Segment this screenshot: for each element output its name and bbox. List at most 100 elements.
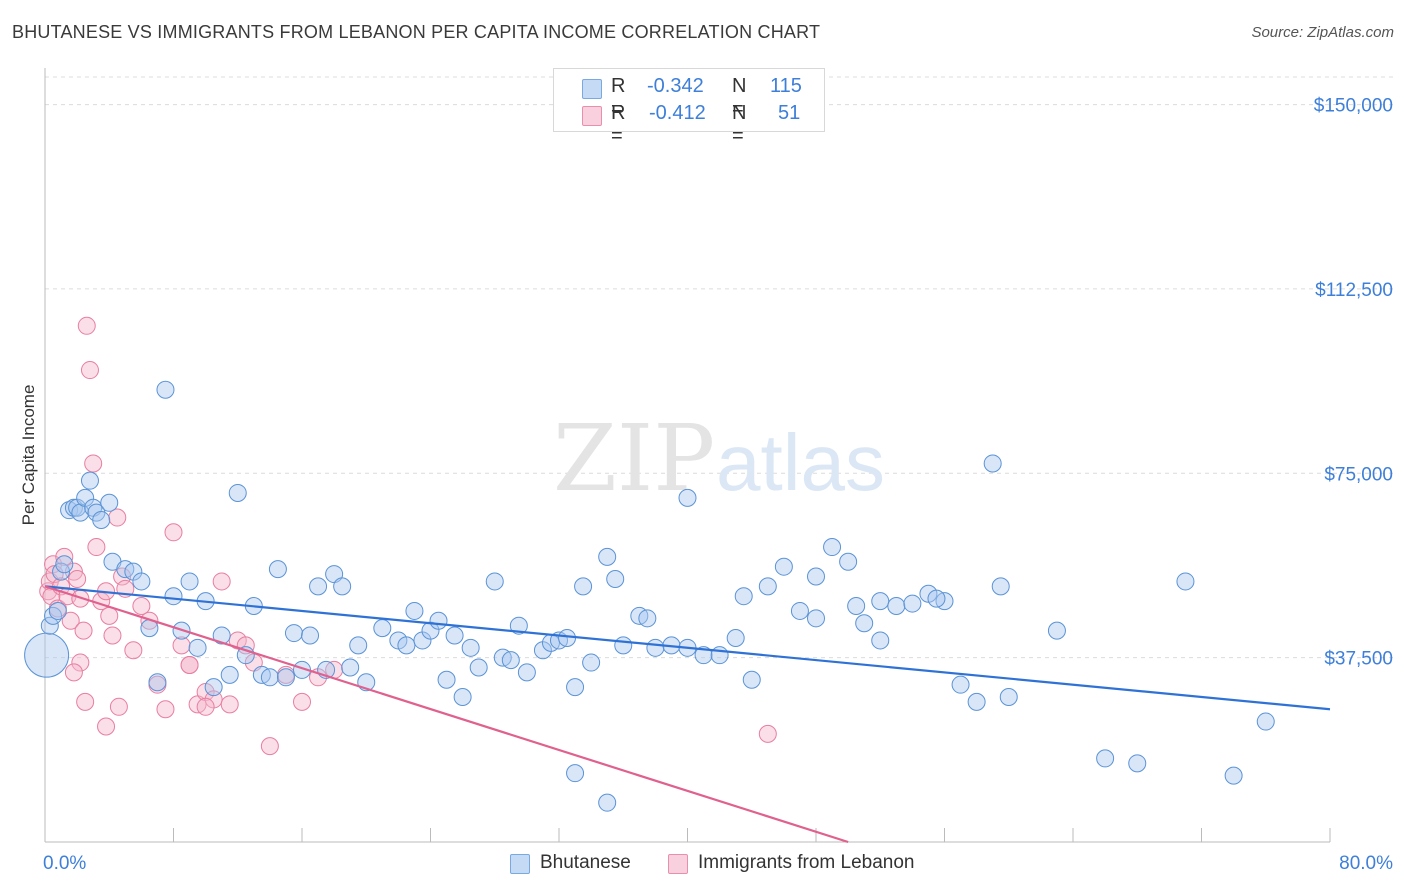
point-lebanon: [55, 547, 74, 566]
point-bhutanese: [80, 471, 99, 490]
trend-line-bhutanese: [44, 585, 1331, 711]
legend-n-label: N =: [732, 102, 747, 147]
point-lebanon: [87, 538, 106, 557]
point-lebanon: [132, 597, 151, 616]
series-lebanon-points: [39, 316, 777, 756]
point-bhutanese: [284, 624, 303, 643]
point-lebanon: [71, 653, 90, 672]
point-bhutanese: [40, 616, 59, 635]
point-bhutanese: [967, 692, 986, 711]
point-bhutanese: [204, 678, 223, 697]
point-bhutanese: [598, 547, 617, 566]
point-bhutanese: [405, 601, 424, 620]
point-lebanon: [109, 697, 128, 716]
point-lebanon: [76, 692, 95, 711]
point-bhutanese: [48, 601, 67, 620]
legend-n-label: N =: [732, 75, 747, 120]
point-bhutanese: [164, 587, 183, 606]
point-bhutanese: [485, 572, 504, 591]
point-bhutanese: [678, 488, 697, 507]
point-bhutanese: [951, 675, 970, 694]
point-lebanon: [156, 700, 175, 719]
bottom-swatch-pink: [668, 854, 688, 874]
point-bhutanese: [100, 493, 119, 512]
axes: [44, 68, 1331, 843]
point-lebanon: [164, 523, 183, 542]
point-bhutanese: [373, 619, 392, 638]
y-tick-label: $112,500: [1315, 280, 1393, 301]
point-bhutanese: [156, 380, 175, 399]
point-bhutanese: [509, 616, 528, 635]
point-bhutanese: [341, 658, 360, 677]
chart-title: BHUTANESE VS IMMIGRANTS FROM LEBANON PER…: [12, 22, 821, 42]
x-tick-label: 0.0%: [43, 853, 86, 874]
point-bhutanese: [638, 609, 657, 628]
point-bhutanese: [148, 673, 167, 692]
point-bhutanese: [566, 678, 585, 697]
point-bhutanese: [871, 631, 890, 650]
point-bhutanese: [646, 638, 665, 657]
point-bhutanese: [742, 670, 761, 689]
point-bhutanese: [694, 646, 713, 665]
bottom-legend-label: Bhutanese: [540, 852, 631, 873]
point-lebanon: [293, 692, 311, 711]
point-bhutanese: [453, 687, 472, 706]
point-bhutanese: [999, 687, 1018, 706]
source-label: Source: ZipAtlas.com: [1251, 24, 1394, 41]
point-lebanon: [124, 641, 143, 660]
point-bhutanese: [268, 560, 287, 579]
watermark-atlas: atlas: [716, 418, 885, 507]
point-lebanon: [103, 626, 122, 645]
bottom-legend-label: Immigrants from Lebanon: [698, 852, 915, 873]
point-bhutanese: [429, 611, 448, 630]
point-bhutanese: [991, 577, 1010, 596]
point-bhutanese: [614, 636, 633, 655]
axis-labels: $37,500 $75,000 $112,500 $150,000 0.0% 80.0%: [43, 96, 1393, 874]
point-bhutanese: [55, 555, 74, 574]
watermark: ZIP atlas: [553, 405, 885, 512]
y-tick-label: $37,500: [1324, 649, 1393, 670]
point-bhutanese: [1128, 754, 1147, 773]
point-bhutanese: [839, 552, 858, 571]
legend-r-label: R =: [611, 102, 626, 147]
point-bhutanese: [44, 606, 63, 625]
point-lebanon: [68, 569, 87, 588]
point-bhutanese: [1176, 572, 1195, 591]
point-lebanon: [97, 717, 116, 736]
point-bhutanese: [517, 663, 536, 682]
point-bhutanese: [445, 626, 464, 645]
bottom-swatch-blue: [510, 854, 530, 874]
grid-lines: [45, 76, 1395, 659]
point-bhutanese: [228, 483, 247, 502]
legend-swatch-blue: [582, 79, 602, 99]
point-bhutanese: [260, 668, 279, 687]
point-bhutanese: [734, 587, 753, 606]
point-bhutanese: [132, 572, 151, 591]
point-bhutanese: [469, 658, 488, 677]
point-bhutanese: [349, 636, 368, 655]
point-bhutanese: [461, 638, 480, 657]
legend-n-value: 51: [778, 102, 801, 124]
point-bhutanese: [397, 636, 416, 655]
point-lebanon: [212, 572, 231, 591]
point-lebanon: [77, 316, 96, 335]
point-bhutanese: [301, 626, 320, 645]
point-lebanon: [64, 663, 83, 682]
point-bhutanese: [1096, 749, 1115, 768]
point-bhutanese: [807, 609, 825, 628]
point-lebanon: [260, 737, 279, 756]
point-bhutanese: [983, 454, 1002, 473]
point-lebanon: [84, 454, 103, 473]
point-bhutanese: [887, 597, 906, 616]
trend-lines: [44, 585, 1331, 844]
trend-line-lebanon: [44, 585, 849, 844]
point-bhutanese: [566, 764, 585, 783]
watermark-zip: ZIP: [553, 405, 715, 512]
series-bhutanese-points: [24, 380, 1275, 812]
point-bhutanese: [855, 614, 874, 633]
point-bhutanese: [1256, 712, 1275, 731]
point-lebanon: [61, 611, 80, 630]
point-bhutanese: [726, 628, 745, 647]
point-lebanon: [180, 656, 199, 675]
point-lebanon: [140, 611, 159, 630]
